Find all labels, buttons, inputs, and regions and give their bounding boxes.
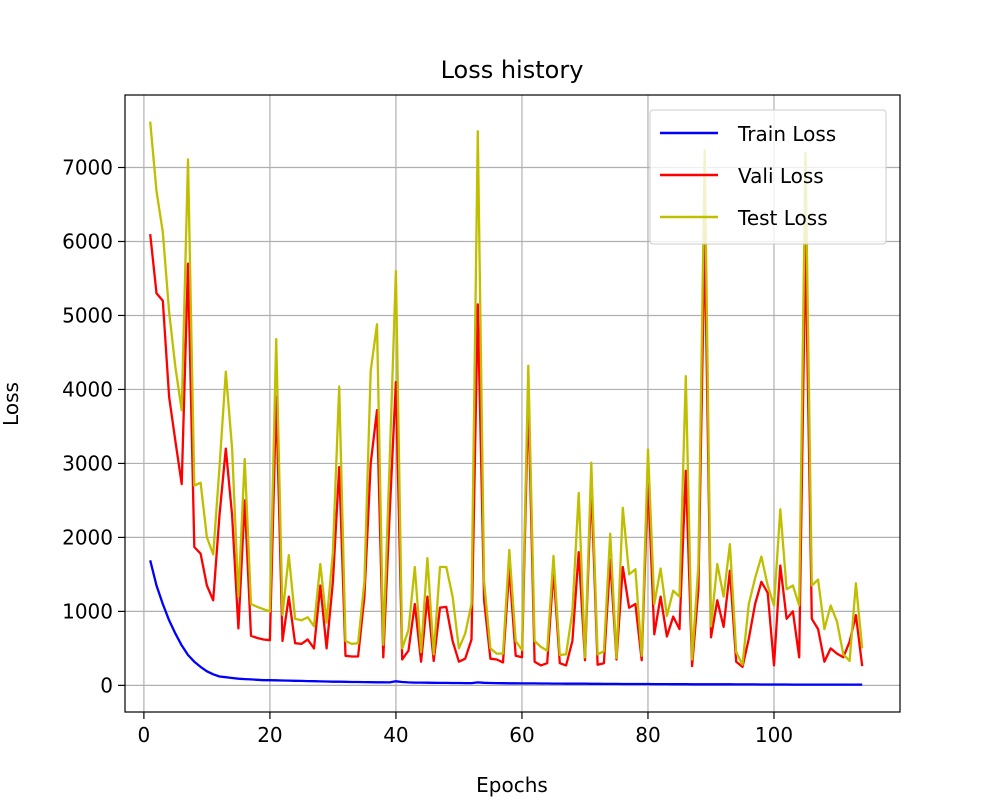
y-tick-label: 0 xyxy=(100,673,113,697)
y-tick-label: 6000 xyxy=(62,229,113,253)
y-tick-label: 3000 xyxy=(62,451,113,475)
legend-box xyxy=(649,109,887,245)
legend-label: Test Loss xyxy=(737,206,828,230)
ticks: 0 20 40 60 80 1000100020003000400050006000700… xyxy=(62,156,793,747)
y-tick-label: 4000 xyxy=(62,377,113,401)
series-line-train-loss xyxy=(149,560,863,686)
y-tick-label: 7000 xyxy=(62,156,113,180)
x-tick-label: 60 xyxy=(509,723,534,747)
y-tick-label: 5000 xyxy=(62,303,113,327)
x-axis-label: Epochs xyxy=(476,773,548,797)
x-tick-label: 100 xyxy=(755,723,793,747)
legend: Train Loss Vali Loss Test Loss xyxy=(649,109,887,245)
y-axis-label: Loss xyxy=(0,382,23,426)
series-layer xyxy=(149,121,864,686)
y-tick-label: 2000 xyxy=(62,525,113,549)
x-tick-label: 80 xyxy=(635,723,660,747)
x-tick-label: 40 xyxy=(383,723,408,747)
y-tick-label: 1000 xyxy=(62,599,113,623)
plot-frame xyxy=(124,94,901,713)
legend-label: Train Loss xyxy=(737,122,836,146)
x-tick-label: 0 xyxy=(138,723,151,747)
x-tick-label: 20 xyxy=(257,723,282,747)
chart-title: Loss history xyxy=(441,56,584,84)
legend-label: Vali Loss xyxy=(738,164,824,188)
series-line-test-loss xyxy=(149,121,864,666)
